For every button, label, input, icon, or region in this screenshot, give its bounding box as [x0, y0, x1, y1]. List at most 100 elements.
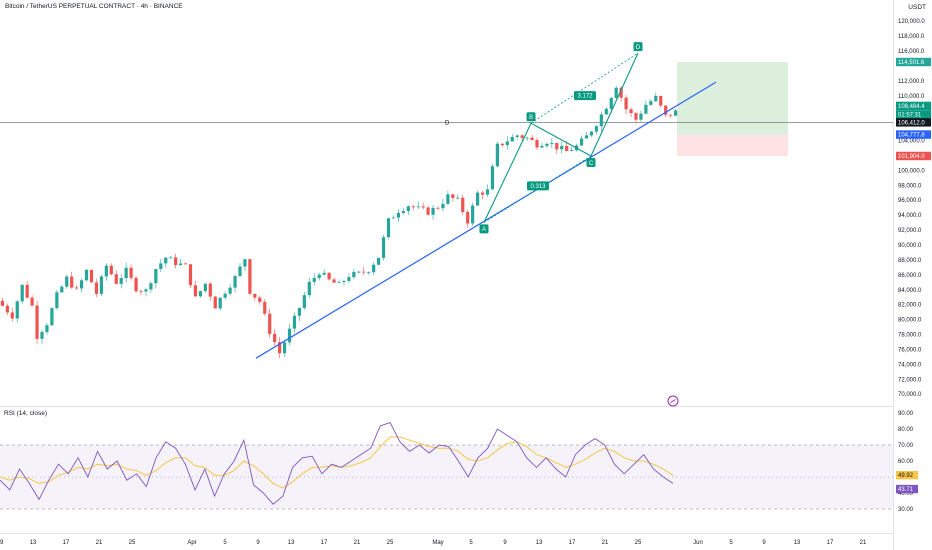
pattern-point-a[interactable]: A — [479, 224, 489, 234]
candle — [480, 192, 485, 195]
take-profit-zone[interactable] — [677, 62, 788, 135]
candle — [322, 272, 326, 275]
candle — [144, 289, 148, 292]
price-tick-label: 120,000.0 — [898, 19, 925, 25]
candle — [174, 257, 178, 266]
candle — [515, 135, 519, 137]
candle — [347, 277, 351, 281]
candle — [362, 271, 366, 273]
candle — [248, 259, 252, 294]
candle — [441, 203, 445, 209]
candle — [273, 333, 277, 343]
price-tick-label: 98,000.0 — [898, 183, 922, 189]
rsi-tick-label: 60.00 — [898, 459, 914, 465]
time-tick-label: 9 — [256, 540, 260, 546]
candle — [297, 307, 301, 316]
time-tick-label: 21 — [354, 540, 361, 546]
candle — [154, 269, 158, 284]
candle — [312, 277, 316, 282]
candle — [634, 113, 638, 120]
candle — [495, 143, 499, 167]
price-tag — [896, 57, 931, 67]
pattern-point-d[interactable]: D — [633, 42, 643, 52]
candle — [604, 108, 608, 115]
candle — [664, 105, 668, 115]
currency-label: USDT — [908, 4, 926, 11]
candle — [530, 137, 534, 141]
rsi-tag — [896, 470, 918, 480]
eye-icon[interactable] — [667, 395, 679, 407]
price-tick-label: 80,000.0 — [898, 318, 922, 324]
candle — [60, 286, 64, 293]
pattern-point-label: B — [529, 115, 533, 121]
price-tick-label: 118,000.0 — [898, 34, 925, 40]
pattern-point-b[interactable]: B — [526, 112, 536, 122]
fib-ratio-text: 3.172 — [577, 94, 593, 100]
candle — [629, 109, 633, 114]
price-tick-label: 84,000.0 — [898, 288, 922, 294]
candle — [282, 342, 287, 354]
candle — [213, 296, 217, 309]
rsi-tick-label: 90.00 — [898, 411, 914, 417]
candle — [99, 276, 103, 294]
rsi-tick-label: 40.00 — [898, 491, 914, 497]
candle — [451, 194, 455, 198]
candle — [406, 206, 410, 212]
pattern-path[interactable] — [483, 52, 639, 223]
price-tick-label: 96,000.0 — [898, 198, 922, 204]
fib-ratio-badge: 0.313 — [527, 181, 549, 191]
candle — [570, 150, 574, 152]
price-tag — [896, 151, 931, 161]
price-tick-label: 74,000.0 — [898, 362, 922, 368]
candle — [30, 297, 34, 306]
candle — [471, 205, 475, 224]
rsi-tag-text: 49.92 — [898, 473, 914, 479]
candle — [164, 257, 168, 264]
candle — [307, 281, 311, 296]
price-tag-text: 114,501.6 — [898, 60, 925, 66]
price-tag-text: 104,777.8 — [898, 133, 925, 139]
candle — [94, 282, 99, 294]
pattern-point-c[interactable]: C — [586, 158, 596, 168]
time-tick-label: 25 — [129, 540, 136, 546]
price-tag-text: 106,412.0 — [898, 120, 925, 126]
candle — [55, 292, 59, 309]
candle — [540, 145, 544, 148]
time-tick-label: 13 — [536, 540, 543, 546]
candle — [352, 271, 356, 278]
price-axis[interactable] — [893, 0, 932, 550]
candle — [10, 312, 14, 319]
time-tick-label: 5 — [729, 540, 733, 546]
time-tick-label: 13 — [794, 540, 801, 546]
candle — [386, 218, 391, 238]
price-tag — [896, 130, 931, 139]
candle — [674, 110, 678, 116]
fib-ratio-badge: 3.172 — [574, 91, 596, 101]
candle — [500, 143, 504, 146]
trendline[interactable] — [255, 81, 717, 359]
candle — [550, 142, 554, 144]
candle — [218, 297, 222, 309]
price-axis-ticks: 120,000.0 118,000.0 116,000.0 112,000.0 110,… — [898, 19, 925, 398]
candle — [476, 192, 480, 206]
time-tick-label: 9 — [0, 540, 4, 546]
candle — [119, 278, 123, 284]
chart-title: Bitcoin / TetherUS PERPETUAL CONTRACT · … — [5, 3, 183, 10]
rsi-tag — [896, 484, 918, 494]
candle — [287, 328, 292, 343]
price-tick-label: 104,000.0 — [898, 139, 925, 145]
candle — [446, 194, 450, 204]
price-tick-label: 86,000.0 — [898, 273, 922, 279]
candle — [0, 300, 4, 306]
harmonic-pattern[interactable]: 0.313 3.172 A B C D — [479, 42, 643, 234]
time-tick-label: 5 — [469, 540, 473, 546]
candle — [525, 137, 529, 139]
candle — [426, 207, 430, 215]
candle — [278, 342, 282, 354]
candle — [139, 291, 143, 293]
candle — [357, 271, 361, 273]
candle — [619, 87, 623, 98]
stop-loss-zone[interactable] — [677, 134, 788, 156]
pattern-point-label: A — [482, 227, 486, 233]
